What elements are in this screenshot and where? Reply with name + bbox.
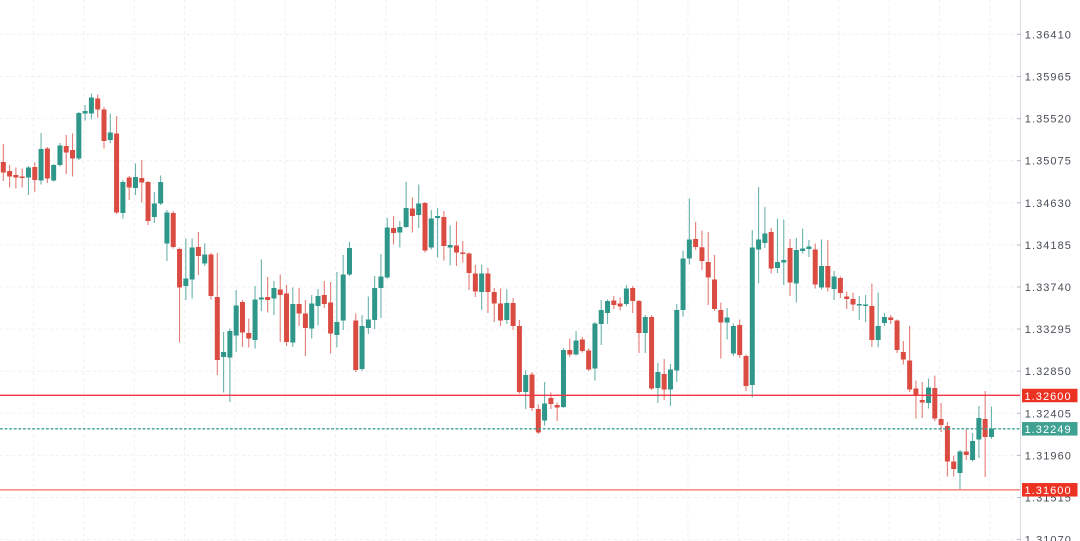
svg-text:1.31960: 1.31960 (1025, 450, 1072, 462)
svg-text:1.32249: 1.32249 (1025, 424, 1072, 436)
svg-text:1.32600: 1.32600 (1025, 391, 1072, 403)
svg-text:1.32405: 1.32405 (1025, 408, 1072, 420)
svg-text:1.34630: 1.34630 (1025, 198, 1072, 210)
svg-text:1.34185: 1.34185 (1025, 240, 1072, 252)
svg-text:1.33740: 1.33740 (1025, 282, 1072, 294)
svg-text:1.35965: 1.35965 (1025, 72, 1072, 84)
svg-text:1.32850: 1.32850 (1025, 366, 1072, 378)
svg-text:1.31070: 1.31070 (1025, 535, 1072, 541)
svg-text:1.35520: 1.35520 (1025, 114, 1072, 126)
svg-text:1.31600: 1.31600 (1025, 485, 1072, 497)
svg-text:1.36410: 1.36410 (1025, 29, 1072, 41)
svg-text:1.35075: 1.35075 (1025, 156, 1072, 168)
svg-text:1.33295: 1.33295 (1025, 324, 1072, 336)
